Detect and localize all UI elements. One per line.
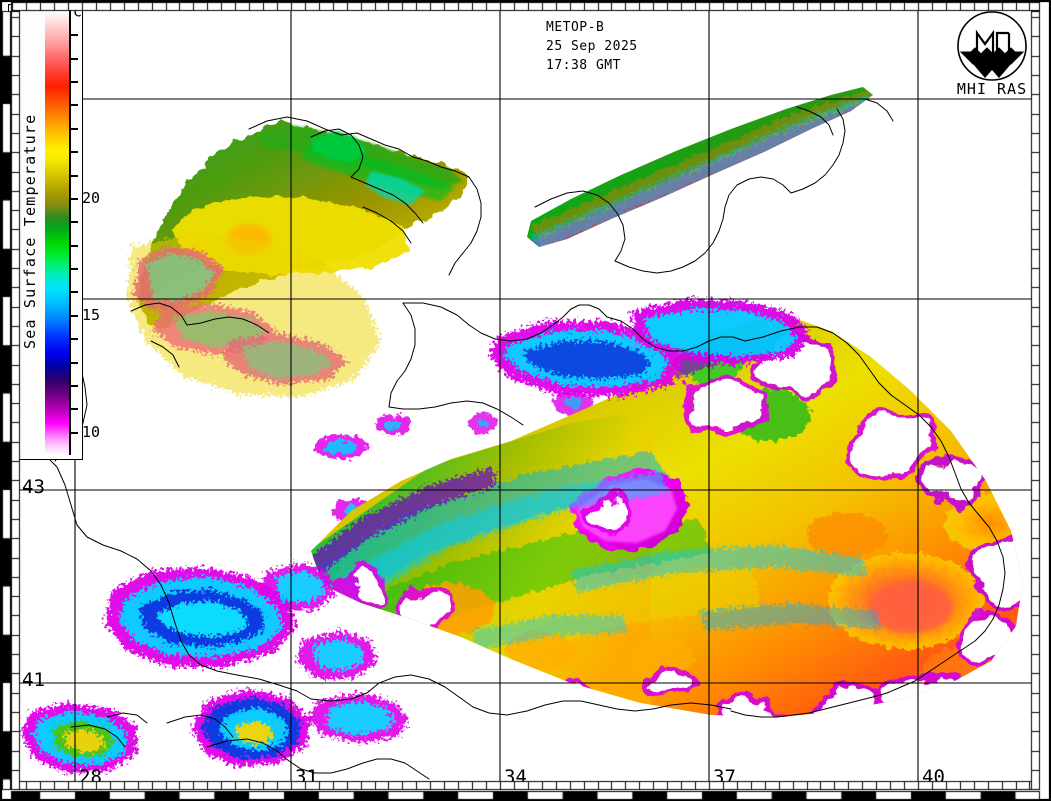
colorbar-tick bbox=[71, 81, 78, 84]
colorbar-tick bbox=[71, 338, 78, 341]
colorbar-axis: 20 15 10 bbox=[69, 11, 100, 455]
colorbar-label-10: 10 bbox=[82, 422, 101, 441]
colorbar-tick bbox=[71, 408, 78, 411]
colorbar-label-20: 20 bbox=[82, 188, 101, 207]
lon-label-40: 40 bbox=[922, 766, 945, 788]
acquisition-info: METOP-B 25 Sep 2025 17:38 GMT bbox=[546, 20, 638, 73]
colorbar-tick bbox=[71, 34, 78, 37]
colorbar-tick bbox=[71, 431, 78, 434]
colorbar-tick bbox=[71, 361, 78, 364]
colorbar-title: Sea Surface Temperature bbox=[21, 113, 39, 349]
celsius-letter: C bbox=[73, 4, 82, 21]
colorbar-tick bbox=[71, 151, 78, 154]
colorbar-tick bbox=[71, 197, 78, 200]
lon-label-34: 34 bbox=[504, 766, 527, 788]
sst-map-canvas bbox=[11, 11, 1040, 790]
colorbar-tick bbox=[71, 384, 78, 387]
colorbar-tick bbox=[71, 244, 78, 247]
colorbar-tick bbox=[71, 57, 78, 60]
lon-label-28: 28 bbox=[79, 766, 102, 788]
colorbar-tick bbox=[71, 221, 78, 224]
colorbar-tick bbox=[71, 104, 78, 107]
colorbar-tick bbox=[71, 174, 78, 177]
lat-label-41: 41 bbox=[22, 669, 45, 691]
lon-label-37: 37 bbox=[713, 766, 736, 788]
lon-label-31: 31 bbox=[295, 766, 318, 788]
colorbar-gradient bbox=[45, 11, 69, 455]
colorbar-tick bbox=[71, 127, 78, 130]
colorbar-tick bbox=[71, 291, 78, 294]
colorbar-tick bbox=[71, 268, 78, 271]
colorbar-tick bbox=[71, 314, 78, 317]
colorbar-label-15: 15 bbox=[82, 305, 101, 324]
lat-label-43: 43 bbox=[22, 476, 45, 498]
colorbar-panel: Sea Surface Temperature 20 15 10 bbox=[8, 4, 100, 460]
colorbar-unit: oC bbox=[68, 4, 82, 21]
logo-label: MHI RAS bbox=[956, 80, 1028, 98]
